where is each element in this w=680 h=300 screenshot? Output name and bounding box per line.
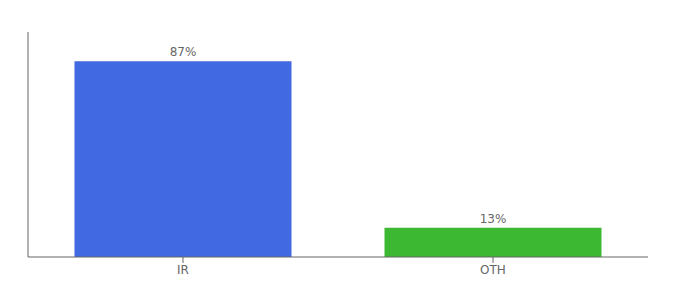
svg-text:87%: 87% bbox=[170, 45, 197, 59]
svg-text:13%: 13% bbox=[480, 212, 507, 226]
svg-text:OTH: OTH bbox=[480, 263, 506, 277]
svg-text:IR: IR bbox=[177, 263, 189, 277]
